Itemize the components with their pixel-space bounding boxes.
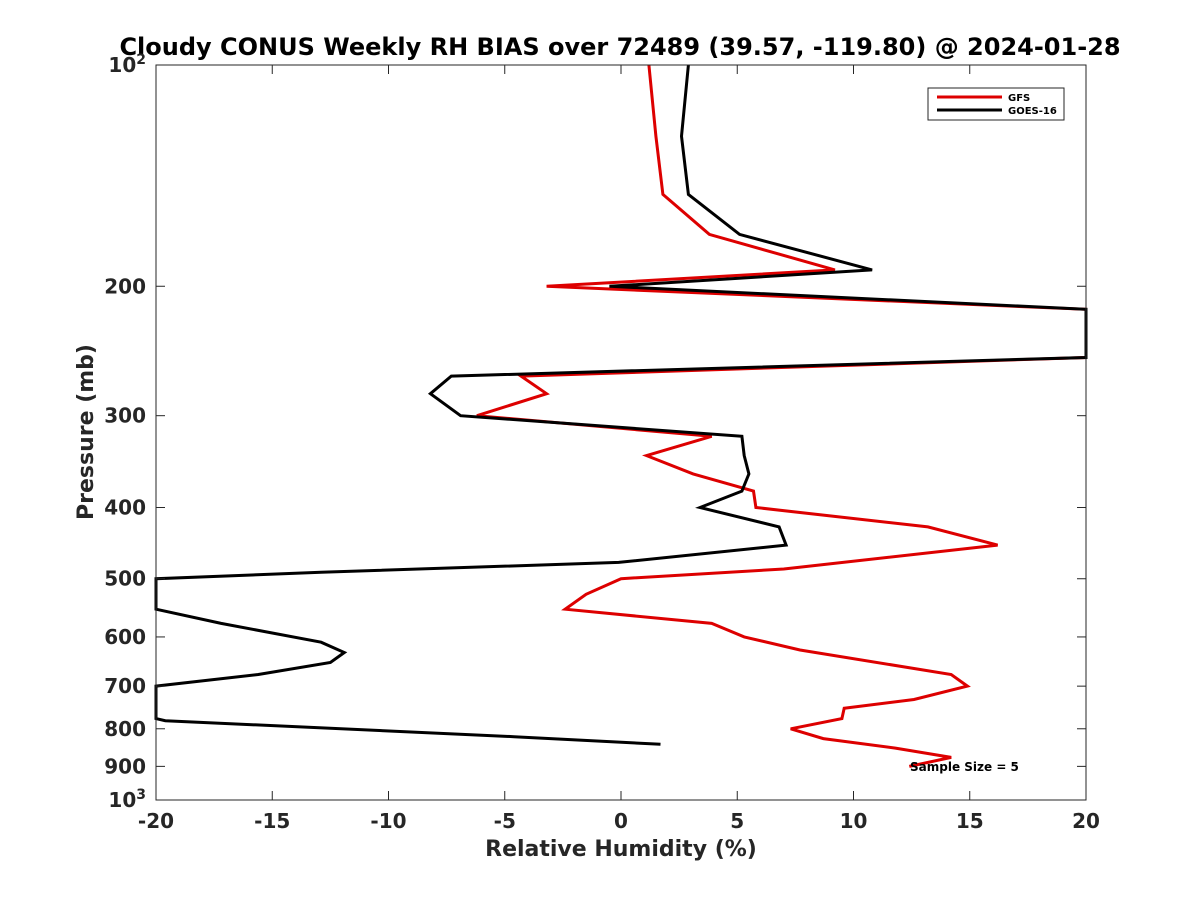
y-tick-label: 200 [104,274,146,298]
x-tick-label: 15 [956,809,984,833]
y-tick-label: 300 [104,404,146,428]
series-line-goes-16 [154,64,1088,746]
x-tick-label: -10 [370,809,406,833]
x-tick-label: -5 [494,809,516,833]
x-tick-label: 5 [730,809,744,833]
x-axis: -20 -15 -10 -5 0 5 10 15 20 [138,65,1100,833]
y-axis-label: Pressure (mb) [74,344,99,520]
y-tick-label: 800 [104,717,146,741]
x-tick-label: 0 [614,809,628,833]
sample-size-annotation: Sample Size = 5 [910,760,1019,774]
legend: GFS GOES-16 [927,87,1065,121]
chart-title: Cloudy CONUS Weekly RH BIAS over 72489 (… [119,33,1120,61]
series-line-gfs [476,64,1088,768]
y-tick-label: 102 [108,52,146,77]
axes-frame [155,64,1087,801]
y-tick-label: 900 [104,754,146,778]
x-tick-label: -20 [138,809,174,833]
x-axis-label: Relative Humidity (%) [485,837,757,862]
y-tick-label: 700 [104,674,146,698]
x-tick-label: 10 [840,809,868,833]
x-tick-label: -15 [254,809,290,833]
plot-area: -20 -15 -10 -5 0 5 10 15 20 102 200 300 400 500 600 70… [104,52,1100,833]
y-axis: 102 200 300 400 500 600 700 800 900 103 [104,52,1086,812]
series-layer [154,64,1088,768]
y-tick-label: 500 [104,567,146,591]
y-tick-label: 103 [108,787,146,812]
y-tick-label: 400 [104,496,146,520]
x-tick-label: 20 [1072,809,1100,833]
legend-label-goes-16: GOES-16 [1008,106,1057,117]
legend-box [927,87,1065,121]
legend-label-gfs: GFS [1008,93,1030,104]
y-tick-label: 600 [104,625,146,649]
